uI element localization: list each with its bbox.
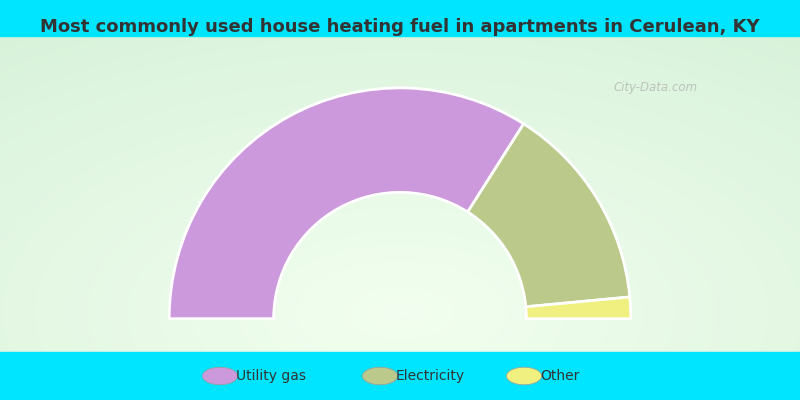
Text: Electricity: Electricity (396, 369, 465, 383)
Text: Most commonly used house heating fuel in apartments in Cerulean, KY: Most commonly used house heating fuel in… (40, 18, 760, 36)
Circle shape (506, 367, 542, 385)
Circle shape (362, 367, 398, 385)
Circle shape (202, 367, 238, 385)
Wedge shape (468, 124, 630, 307)
Bar (0, 352, 800, 400)
Bar (0, 0, 800, 36)
Wedge shape (169, 88, 524, 319)
Text: City-Data.com: City-Data.com (614, 82, 698, 94)
Wedge shape (526, 297, 631, 319)
Text: Utility gas: Utility gas (236, 369, 306, 383)
Text: Other: Other (540, 369, 579, 383)
